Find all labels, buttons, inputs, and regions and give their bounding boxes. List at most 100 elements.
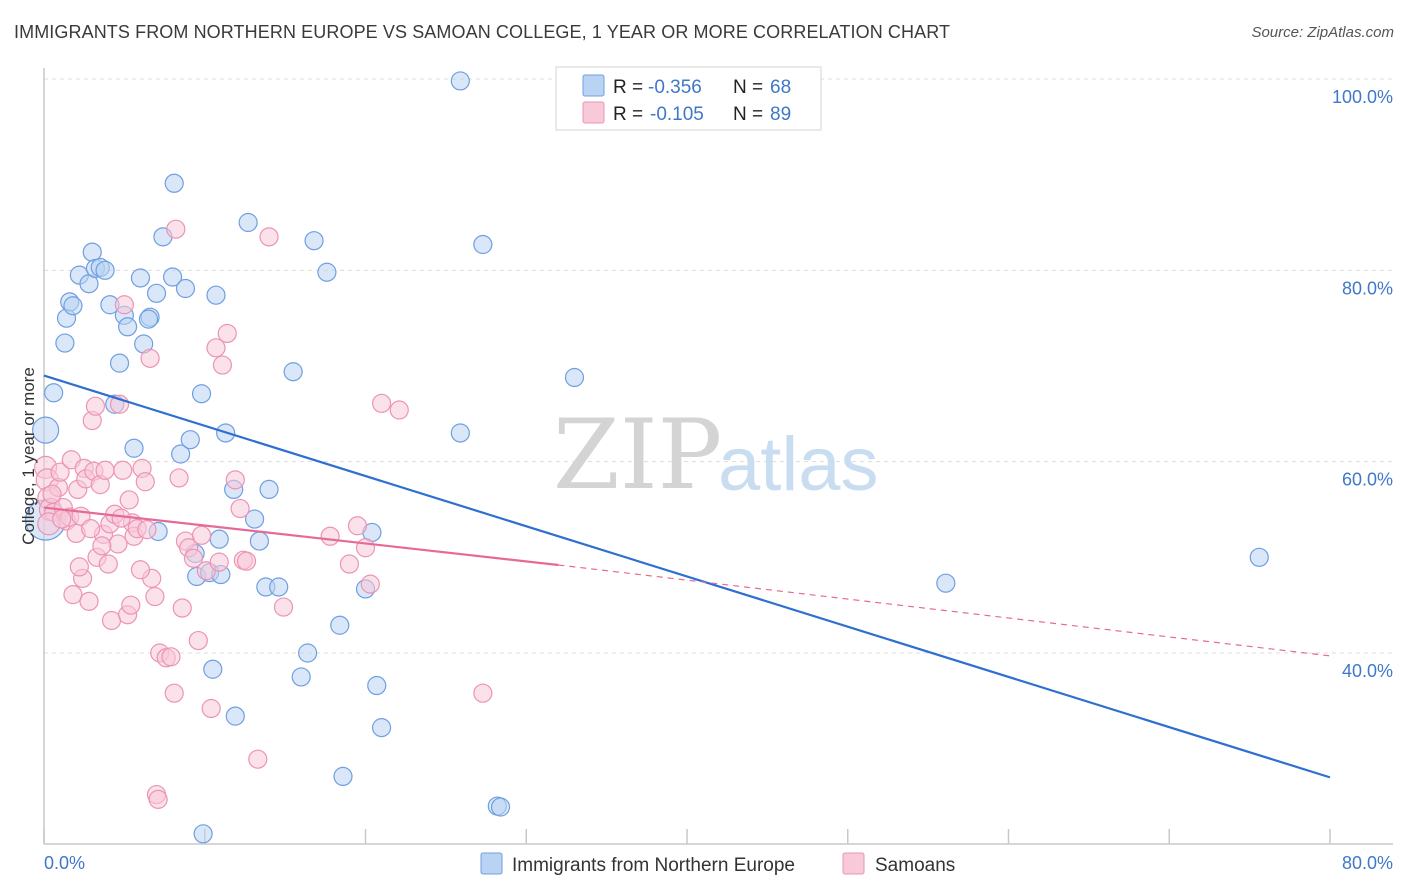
point-northern-europe-63 — [564, 367, 585, 388]
point-samoans-44 — [145, 586, 165, 607]
point-samoans-75 — [360, 574, 380, 594]
y-axis-label: College, 1 year or more — [19, 367, 38, 545]
point-samoans-42 — [140, 348, 160, 368]
point-northern-europe-59 — [450, 423, 470, 443]
stats-legend: R = -0.356 N = 68 R = -0.105 N = 89 — [555, 66, 822, 131]
point-northern-europe-62 — [490, 797, 511, 817]
point-northern-europe-52 — [317, 262, 337, 282]
y-tick-label-80: 80.0% — [1342, 278, 1393, 298]
point-samoans-57 — [188, 630, 208, 651]
watermark-zip: ZIP — [553, 399, 722, 511]
point-samoans-61 — [209, 552, 229, 572]
point-northern-europe-24 — [146, 283, 167, 303]
point-northern-europe-48 — [283, 362, 303, 382]
point-northern-europe-46 — [259, 479, 279, 500]
point-northern-europe-30 — [180, 430, 200, 450]
point-samoans-40 — [135, 472, 155, 492]
point-samoans-72 — [339, 554, 360, 574]
point-northern-europe-65 — [1249, 547, 1269, 567]
point-samoans-62 — [212, 355, 233, 375]
point-samoans-53 — [172, 598, 192, 618]
point-northern-europe-26 — [163, 267, 183, 287]
point-samoans-78 — [473, 683, 493, 703]
point-samoans-46 — [148, 789, 168, 809]
point-northern-europe-43 — [244, 509, 265, 529]
point-northern-europe-1 — [44, 383, 64, 403]
point-northern-europe-2 — [32, 416, 60, 444]
point-samoans-84 — [130, 560, 151, 580]
bottom-legend-label-northern-europe: Immigrants from Northern Europe — [512, 855, 795, 876]
point-samoans-41 — [137, 519, 157, 540]
bottom-legend-swatch-northern-europe — [480, 852, 503, 875]
point-northern-europe-13 — [95, 260, 115, 280]
point-northern-europe-54 — [333, 766, 353, 787]
point-samoans-77 — [389, 400, 409, 420]
point-samoans-49 — [161, 647, 181, 667]
point-samoans-69 — [259, 227, 279, 247]
point-samoans-67 — [236, 551, 257, 571]
point-northern-europe-44 — [249, 531, 270, 551]
point-northern-europe-28 — [171, 444, 191, 464]
y-tick-label-100: 100.0% — [1332, 87, 1393, 107]
legend-r-label-1: R = — [613, 104, 643, 125]
point-northern-europe-29 — [175, 278, 196, 299]
point-samoans-70 — [273, 597, 294, 617]
point-samoans-68 — [248, 749, 268, 769]
point-samoans-85 — [92, 536, 112, 556]
y-tick-label-40: 40.0% — [1342, 661, 1393, 681]
chart-title: IMMIGRANTS FROM NORTHERN EUROPE VS SAMOA… — [14, 22, 951, 42]
point-samoans-83 — [111, 508, 131, 528]
legend-r-value-0: -0.356 — [648, 77, 702, 98]
legend-r-label-0: R = — [613, 77, 643, 98]
point-northern-europe-51 — [304, 231, 324, 251]
point-northern-europe-49 — [291, 667, 311, 687]
x-tick-label-min: 0.0% — [44, 853, 85, 873]
point-samoans-6 — [50, 462, 70, 482]
point-northern-europe-41 — [225, 706, 245, 726]
watermark-atlas: atlas — [718, 422, 879, 507]
point-northern-europe-35 — [203, 659, 223, 679]
point-northern-europe-66 — [193, 824, 213, 844]
point-samoans-63 — [217, 323, 237, 344]
point-samoans-35 — [121, 595, 141, 615]
point-northern-europe-4 — [55, 333, 75, 353]
point-northern-europe-50 — [298, 643, 318, 663]
point-samoans-82 — [81, 519, 101, 539]
point-northern-europe-60 — [473, 234, 493, 255]
point-northern-europe-64 — [936, 573, 956, 593]
point-northern-europe-17 — [109, 353, 130, 373]
y-tick-label-60: 60.0% — [1342, 470, 1393, 490]
series-legend: Immigrants from Northern Europe Samoans — [480, 852, 955, 876]
point-samoans-25 — [95, 460, 115, 480]
trend-line-samoans-extrapolated — [558, 564, 1331, 657]
bottom-legend-label-samoans: Samoans — [875, 855, 955, 876]
point-samoans-71 — [320, 526, 340, 546]
point-northern-europe-47 — [269, 577, 289, 597]
point-northern-europe-20 — [124, 438, 144, 458]
legend-swatch-northern-europe — [582, 74, 605, 97]
point-samoans-64 — [225, 470, 245, 490]
watermark: ZIP atlas — [553, 399, 879, 511]
point-samoans-80 — [42, 484, 62, 504]
y-tick-labels: 40.0% 60.0% 80.0% 100.0% — [1332, 87, 1393, 681]
legend-r-value-1: -0.105 — [650, 104, 704, 125]
point-samoans-88 — [119, 490, 139, 510]
point-northern-europe-37 — [209, 529, 229, 549]
point-samoans-76 — [371, 393, 392, 413]
point-northern-europe-42 — [238, 212, 258, 233]
trend-lines — [43, 374, 1331, 779]
point-samoans-21 — [85, 396, 106, 416]
legend-n-value-0: 68 — [770, 77, 791, 98]
series-samoans-points — [34, 219, 493, 809]
point-northern-europe-33 — [191, 384, 212, 404]
point-samoans-18 — [79, 591, 99, 611]
point-samoans-87 — [191, 525, 212, 545]
point-samoans-65 — [230, 498, 250, 519]
source-credit: Source: ZipAtlas.com — [1251, 24, 1394, 41]
point-northern-europe-0 — [450, 71, 470, 91]
point-northern-europe-19 — [130, 268, 151, 288]
x-tick-marks — [43, 829, 1331, 844]
point-northern-europe-53 — [330, 615, 350, 635]
legend-swatch-samoans — [582, 101, 605, 124]
